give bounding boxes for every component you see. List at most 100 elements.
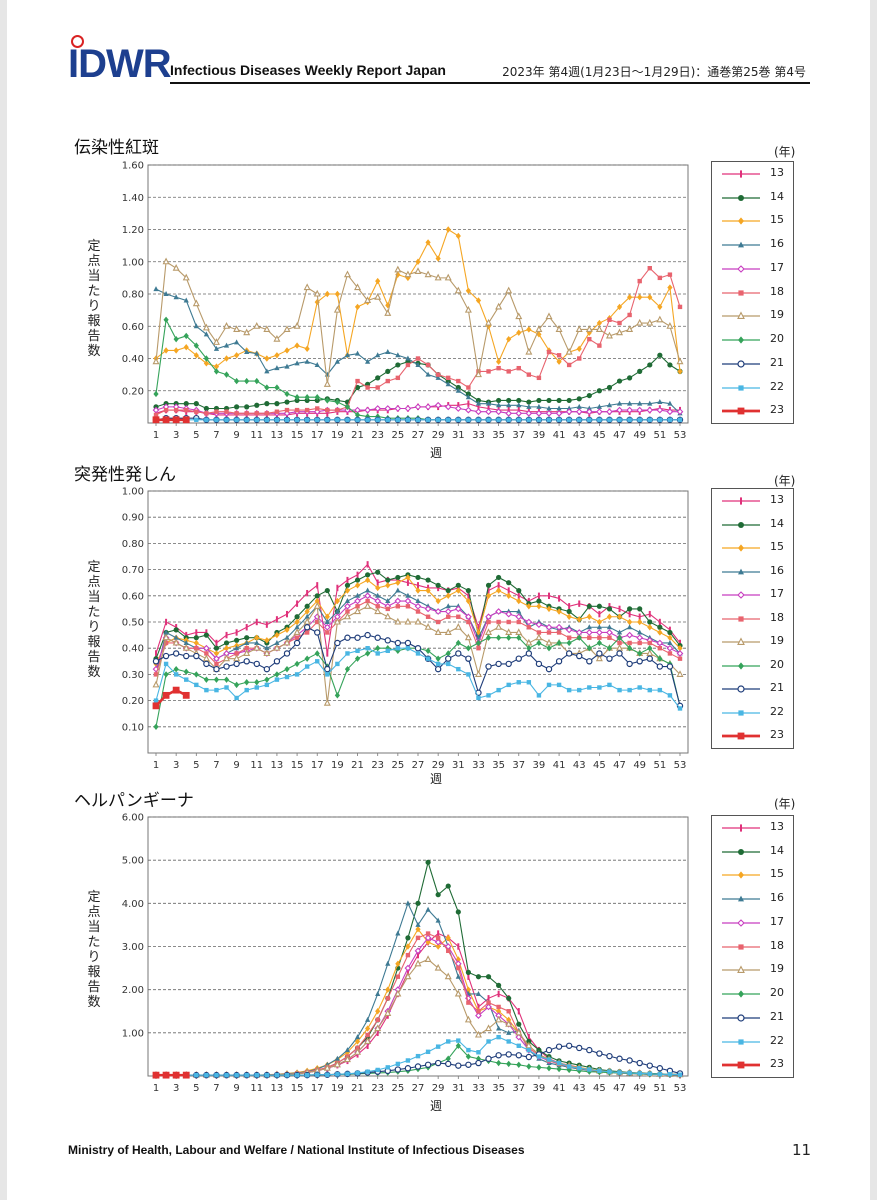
data-point	[253, 644, 261, 651]
data-point	[394, 617, 402, 625]
data-point	[496, 1034, 501, 1040]
data-point	[506, 397, 512, 404]
chart-herpangina: ヘルパンギーナ (年) 定点当たり報告数 週 1.00 2.00 3.00 4.00 5…	[0, 786, 877, 1116]
data-point	[284, 390, 290, 398]
data-point	[434, 401, 442, 409]
series-13	[155, 561, 681, 657]
data-point	[314, 597, 320, 605]
data-point	[425, 906, 431, 912]
data-point	[496, 574, 502, 581]
data-point	[334, 597, 340, 605]
data-point	[425, 931, 431, 936]
y-axis-label: 定点当たり報告数	[87, 560, 101, 680]
x-tick-label: 45	[593, 1083, 606, 1094]
legend-item-14: 14	[712, 186, 793, 209]
data-point	[355, 648, 360, 654]
data-point	[354, 607, 362, 615]
data-point	[506, 417, 511, 422]
series-23	[152, 686, 190, 710]
data-point	[365, 598, 370, 604]
data-point	[284, 407, 290, 413]
data-point	[577, 687, 582, 693]
x-tick-label: 17	[311, 760, 324, 771]
data-point	[344, 587, 351, 594]
data-point	[254, 634, 260, 641]
data-point	[465, 1061, 472, 1068]
data-point	[283, 650, 291, 657]
data-point	[385, 960, 391, 966]
data-point	[435, 892, 441, 898]
data-point	[233, 660, 240, 668]
data-point	[516, 680, 521, 685]
legend-item-20: 20	[712, 654, 793, 677]
legend-label: 13	[770, 166, 784, 179]
data-point	[535, 409, 543, 417]
data-point	[505, 610, 513, 618]
legend-swatch	[722, 919, 760, 927]
data-point	[555, 658, 563, 665]
data-point	[284, 363, 290, 369]
data-point	[395, 587, 401, 593]
data-point	[505, 660, 512, 668]
data-point	[223, 654, 231, 662]
data-point	[354, 350, 361, 356]
data-point	[485, 1003, 492, 1011]
data-point	[536, 417, 542, 422]
data-point	[152, 702, 160, 710]
data-point	[475, 408, 482, 416]
data-point	[455, 232, 461, 240]
legend-label: 15	[770, 867, 784, 881]
x-tick-label: 45	[593, 760, 606, 771]
data-point	[566, 635, 572, 640]
data-point	[212, 338, 220, 345]
data-point	[434, 1059, 442, 1067]
data-point	[172, 1071, 180, 1079]
data-point	[465, 655, 472, 662]
data-point	[455, 587, 461, 594]
data-point	[526, 326, 532, 333]
data-point	[344, 634, 351, 641]
data-point	[384, 309, 392, 316]
data-point	[677, 304, 683, 310]
data-point	[323, 1064, 331, 1071]
data-point	[304, 394, 310, 401]
data-point	[183, 652, 190, 660]
legend-label: 16	[770, 237, 784, 251]
data-point	[464, 305, 472, 313]
data-point	[315, 659, 320, 664]
data-point	[627, 400, 633, 406]
data-point	[486, 1000, 491, 1005]
data-point	[607, 635, 612, 640]
data-point	[364, 1037, 372, 1045]
data-point	[324, 397, 330, 404]
data-point	[344, 1047, 351, 1053]
data-point	[313, 602, 321, 609]
x-tick-label: 11	[250, 430, 263, 441]
data-point	[304, 613, 310, 619]
data-point	[626, 631, 633, 639]
data-point	[586, 405, 592, 411]
y-tick-label: 1.20	[122, 225, 144, 236]
legend-item-14: 14	[712, 513, 793, 536]
data-point	[425, 656, 431, 661]
data-point	[496, 634, 502, 641]
data-point	[476, 417, 481, 422]
data-point	[434, 938, 442, 946]
data-point	[454, 286, 462, 294]
data-point	[434, 628, 442, 636]
legend-item-17: 17	[712, 911, 793, 934]
data-point	[485, 663, 492, 670]
data-point	[395, 646, 401, 651]
data-point	[314, 593, 320, 599]
data-point	[344, 598, 351, 604]
x-axis-label: 週	[430, 1099, 443, 1113]
data-point	[375, 1067, 380, 1073]
data-point	[495, 408, 502, 416]
data-point	[364, 406, 371, 414]
data-point	[495, 623, 503, 630]
data-point	[304, 397, 310, 404]
data-point	[496, 982, 502, 988]
x-tick-label: 25	[391, 1083, 404, 1094]
data-point	[395, 960, 401, 967]
legend-item-16: 16	[712, 887, 793, 910]
